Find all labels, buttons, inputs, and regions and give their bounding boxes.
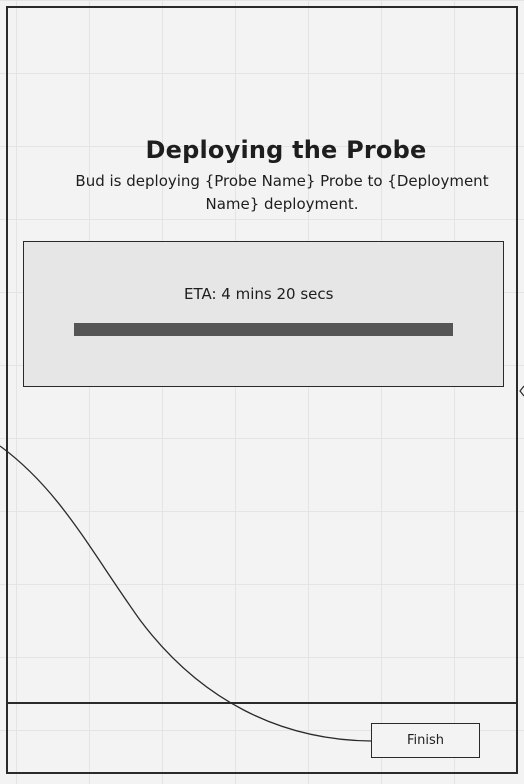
wireframe-frame bbox=[6, 6, 518, 774]
footer-divider bbox=[6, 702, 518, 704]
progress-panel: ETA: 4 mins 20 secs bbox=[23, 241, 504, 387]
deployment-description: Bud is deploying {Probe Name} Probe to {… bbox=[75, 172, 489, 213]
eta-label: ETA: 4 mins 20 secs bbox=[184, 285, 334, 303]
progress-bar-fill bbox=[74, 323, 453, 336]
page-title: Deploying the Probe bbox=[145, 136, 427, 164]
progress-bar bbox=[74, 323, 453, 336]
finish-button[interactable]: Finish bbox=[371, 723, 480, 758]
